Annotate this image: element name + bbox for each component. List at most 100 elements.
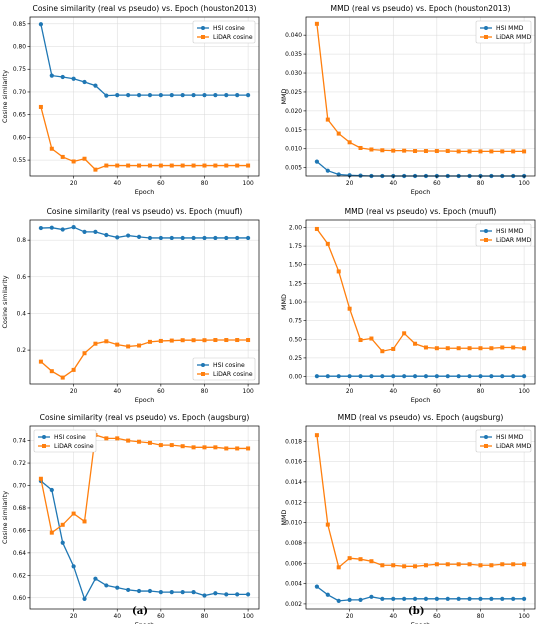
data-point: [391, 346, 396, 351]
data-point: [82, 156, 87, 161]
data-point: [314, 584, 320, 589]
data-point: [82, 229, 87, 235]
data-point: [369, 559, 374, 564]
data-point: [38, 22, 44, 27]
data-point: [82, 79, 87, 85]
x-tick-label: 80: [477, 389, 485, 395]
data-point: [224, 93, 229, 98]
y-tick-label: 0.016: [285, 460, 302, 466]
y-tick-label: 0.8: [17, 238, 27, 244]
data-point: [478, 346, 483, 351]
x-tick-label: 100: [518, 614, 529, 620]
legend-label: LiDAR cosine: [54, 443, 94, 450]
data-point: [104, 436, 109, 441]
data-point: [402, 596, 407, 601]
data-point: [456, 596, 461, 601]
data-point: [137, 163, 142, 168]
data-point: [445, 374, 450, 379]
x-tick-label: 40: [389, 181, 397, 187]
data-point: [191, 445, 196, 450]
y-axis-label: MMD: [280, 88, 288, 104]
legend-marker: [201, 26, 205, 30]
data-point: [391, 596, 396, 601]
data-point: [456, 346, 461, 351]
legend-marker: [201, 35, 205, 39]
data-point: [413, 564, 418, 569]
data-point: [500, 374, 505, 379]
data-point: [347, 556, 352, 561]
data-point: [336, 131, 341, 136]
data-point: [325, 374, 330, 379]
legend-label: LiDAR MMD: [496, 443, 532, 450]
data-point: [180, 444, 185, 449]
data-point: [467, 149, 472, 154]
data-point: [235, 338, 240, 343]
data-point: [456, 149, 461, 154]
data-point: [412, 596, 418, 601]
data-point: [180, 338, 185, 343]
legend-marker: [201, 363, 205, 367]
legend-label: LiDAR MMD: [496, 237, 532, 244]
data-point: [213, 93, 218, 98]
y-tick-label: 0.50: [289, 337, 302, 343]
data-point: [511, 149, 516, 154]
data-point: [467, 596, 472, 601]
data-point: [202, 445, 207, 450]
x-axis-label: Epoch: [135, 188, 155, 196]
data-point: [402, 148, 407, 153]
y-tick-label: 0.040: [285, 33, 302, 39]
y-tick-label: 0.80: [13, 45, 26, 51]
x-tick-label: 20: [346, 181, 354, 187]
data-point: [137, 439, 142, 444]
data-point: [202, 163, 207, 168]
y-axis-label: Cosine similarity: [1, 275, 9, 328]
data-point: [136, 588, 142, 594]
data-point: [445, 562, 450, 567]
legend-label: HSI MMD: [496, 434, 524, 441]
data-point: [60, 74, 65, 80]
data-point: [246, 338, 251, 343]
x-tick-label: 100: [518, 181, 529, 187]
y-tick-label: 0.75: [289, 319, 302, 325]
x-axis-label: Epoch: [411, 621, 431, 624]
chart-title: MMD (real vs pseudo) vs. Epoch (augsburg…: [338, 413, 504, 422]
data-point: [380, 374, 385, 379]
legend-label: HSI MMD: [496, 25, 524, 32]
data-point: [478, 563, 483, 568]
data-point: [137, 343, 142, 348]
data-point: [521, 374, 527, 379]
data-point: [115, 93, 120, 98]
data-point: [245, 235, 251, 241]
data-point: [169, 338, 174, 343]
legend-label: LiDAR cosine: [213, 371, 253, 378]
x-tick-label: 100: [242, 181, 253, 187]
y-tick-label: 0.006: [285, 561, 302, 567]
legend-label: LiDAR MMD: [496, 34, 532, 41]
data-point: [147, 93, 153, 98]
data-point: [434, 149, 439, 154]
data-point: [500, 562, 505, 567]
data-point: [202, 338, 207, 343]
y-tick-label: 0.72: [13, 461, 26, 467]
y-axis-label: MMD: [280, 509, 288, 525]
data-point: [380, 148, 385, 153]
data-point: [358, 557, 363, 562]
data-point: [347, 374, 352, 379]
data-point: [49, 146, 54, 151]
data-point: [445, 149, 450, 154]
x-tick-label: 60: [433, 389, 441, 395]
data-point: [82, 351, 87, 356]
data-point: [336, 269, 341, 274]
data-point: [402, 564, 407, 569]
data-point: [104, 93, 109, 98]
data-point: [423, 374, 429, 379]
chart-title: Cosine similarity (real vs pseudo) vs. E…: [40, 413, 250, 422]
y-tick-label: 0.00: [289, 375, 302, 381]
data-point: [412, 374, 418, 379]
x-tick-label: 20: [70, 389, 78, 395]
data-point: [500, 345, 505, 350]
data-point: [369, 147, 374, 152]
y-tick-label: 0.55: [13, 158, 26, 164]
series-line-square: [316, 228, 525, 352]
